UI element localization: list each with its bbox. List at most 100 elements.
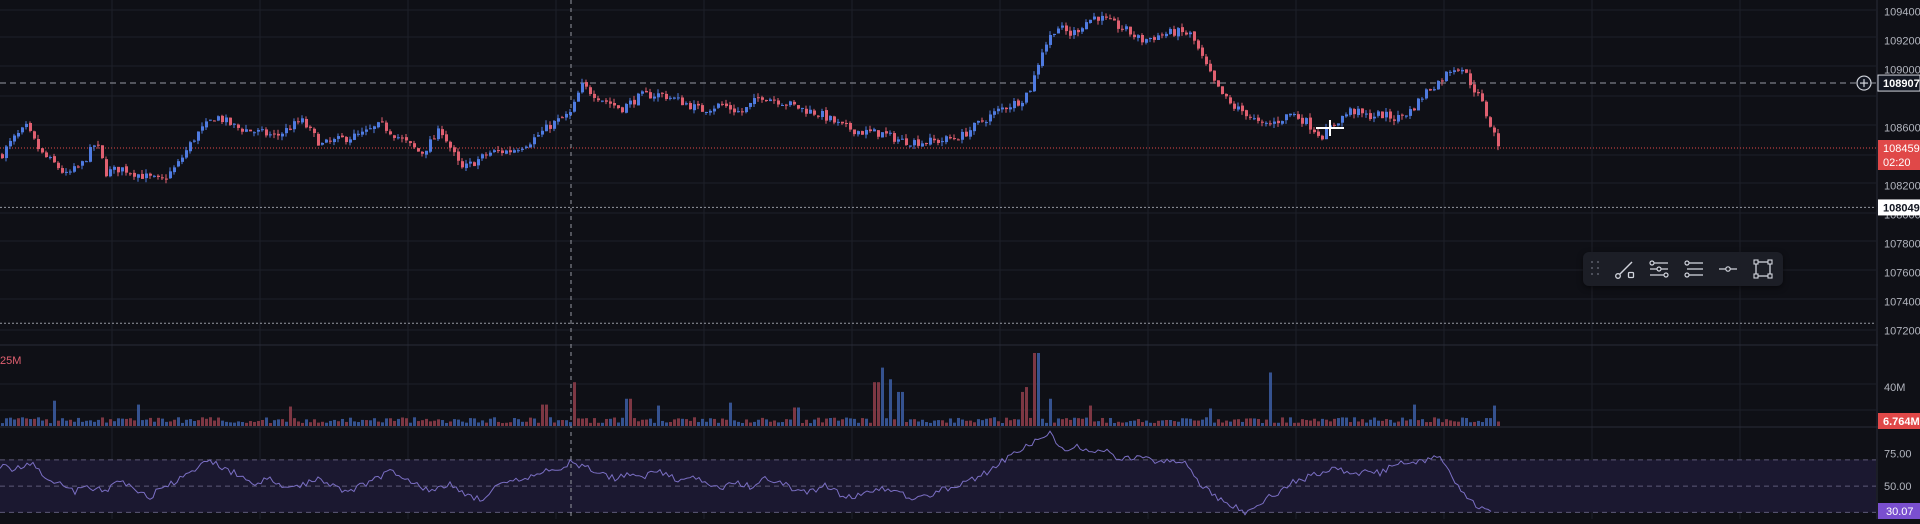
volume-bar xyxy=(1085,417,1088,426)
rsi-band-layer xyxy=(0,459,1876,513)
volume-bar xyxy=(53,400,56,426)
candle-body xyxy=(1065,25,1068,32)
candle-body xyxy=(313,128,316,134)
volume-bar xyxy=(1081,418,1084,426)
candle-body xyxy=(1489,117,1492,127)
candle-body xyxy=(197,131,200,141)
volume-bar xyxy=(837,420,840,426)
candle-body xyxy=(661,92,664,94)
volume-bar xyxy=(909,419,912,426)
candle-body xyxy=(1049,35,1052,45)
volume-bar xyxy=(1145,420,1148,426)
candle-body xyxy=(877,130,880,137)
drag-handle-icon[interactable] xyxy=(1589,259,1602,279)
candle-body xyxy=(861,131,864,135)
rsi-tick-label: 50.00 xyxy=(1884,481,1912,493)
parallel-channel-button[interactable] xyxy=(1645,254,1674,284)
volume-bar xyxy=(693,417,696,426)
candle-body xyxy=(21,127,24,133)
volume-bar xyxy=(205,418,208,426)
candle-body xyxy=(1445,71,1448,82)
volume-tick-label: 40M xyxy=(1884,382,1905,394)
candle-body xyxy=(1293,114,1296,116)
volume-bar xyxy=(213,420,216,426)
volume-bar xyxy=(721,418,724,426)
volume-bar xyxy=(1153,422,1156,426)
trend-line-button[interactable] xyxy=(1610,254,1639,284)
candle-body xyxy=(1113,18,1116,21)
horizontal-ray-button[interactable] xyxy=(1714,254,1743,284)
volume-bar xyxy=(329,420,332,426)
candle-body xyxy=(289,128,292,130)
volume-bar xyxy=(285,421,288,426)
candle-body xyxy=(633,99,636,105)
volume-bar xyxy=(365,420,368,426)
volume-bar xyxy=(1041,418,1044,426)
candle-body xyxy=(269,134,272,136)
volume-bar xyxy=(1133,420,1136,426)
volume-bar xyxy=(869,422,872,426)
candle-body xyxy=(473,162,476,167)
candle-body xyxy=(745,107,748,113)
volume-bar xyxy=(973,422,976,426)
candle-body xyxy=(705,112,708,114)
candle-body xyxy=(669,97,672,99)
candle-body xyxy=(717,103,720,108)
volume-bar xyxy=(609,418,612,426)
volume-bar xyxy=(409,422,412,426)
volume-bar xyxy=(761,417,764,426)
candle-body xyxy=(1373,116,1376,119)
horizontal-ray-icon xyxy=(1719,266,1738,272)
candle-body xyxy=(813,110,816,115)
volume-bar xyxy=(325,422,328,426)
volume-bar xyxy=(1141,422,1144,426)
price-tick-label: 107800 xyxy=(1884,239,1920,251)
volume-bar xyxy=(197,420,200,426)
volume-bar xyxy=(1381,420,1384,426)
candle-body xyxy=(1421,98,1424,100)
candle-body xyxy=(1229,97,1232,104)
volume-bar xyxy=(793,407,796,426)
candle-body xyxy=(837,121,840,123)
candle-body xyxy=(993,111,996,115)
rectangle-button[interactable] xyxy=(1748,254,1777,284)
candle-body xyxy=(261,129,264,131)
candle-body xyxy=(741,111,744,113)
candle-body xyxy=(757,97,760,99)
rsi-badge-label: 30.07 xyxy=(1886,506,1914,518)
candle-body xyxy=(1225,93,1228,97)
regression-channel-button[interactable] xyxy=(1679,254,1708,284)
candle-body xyxy=(833,116,836,123)
volume-bar xyxy=(681,418,684,426)
level-badge-label: 108907 xyxy=(1883,78,1920,90)
volume-bar xyxy=(577,418,580,426)
volume-bar xyxy=(993,417,996,426)
volume-bar xyxy=(381,422,384,426)
volume-bar xyxy=(637,421,640,426)
volume-badge-label: 6.764M xyxy=(1883,416,1920,428)
plus-circle-icon[interactable] xyxy=(1856,75,1872,91)
volume-bar xyxy=(709,418,712,426)
candle-body xyxy=(845,122,848,124)
volume-bar xyxy=(17,418,20,426)
volume-bar xyxy=(297,421,300,426)
volume-bar xyxy=(889,379,892,426)
candle-body xyxy=(593,93,596,98)
volume-bar xyxy=(265,417,268,426)
candle-body xyxy=(925,143,928,145)
candle-body xyxy=(561,117,564,119)
candle-body xyxy=(61,168,64,173)
candle-body xyxy=(421,151,424,154)
volume-bar xyxy=(57,420,60,426)
candle-body xyxy=(1069,30,1072,36)
volume-bar xyxy=(753,421,756,426)
candle-body xyxy=(821,111,824,117)
candle-body xyxy=(5,146,8,159)
candle-body xyxy=(577,92,580,102)
candle-body xyxy=(449,141,452,148)
candle-body xyxy=(429,139,432,152)
volume-bar xyxy=(241,422,244,426)
candle-body xyxy=(45,152,48,157)
